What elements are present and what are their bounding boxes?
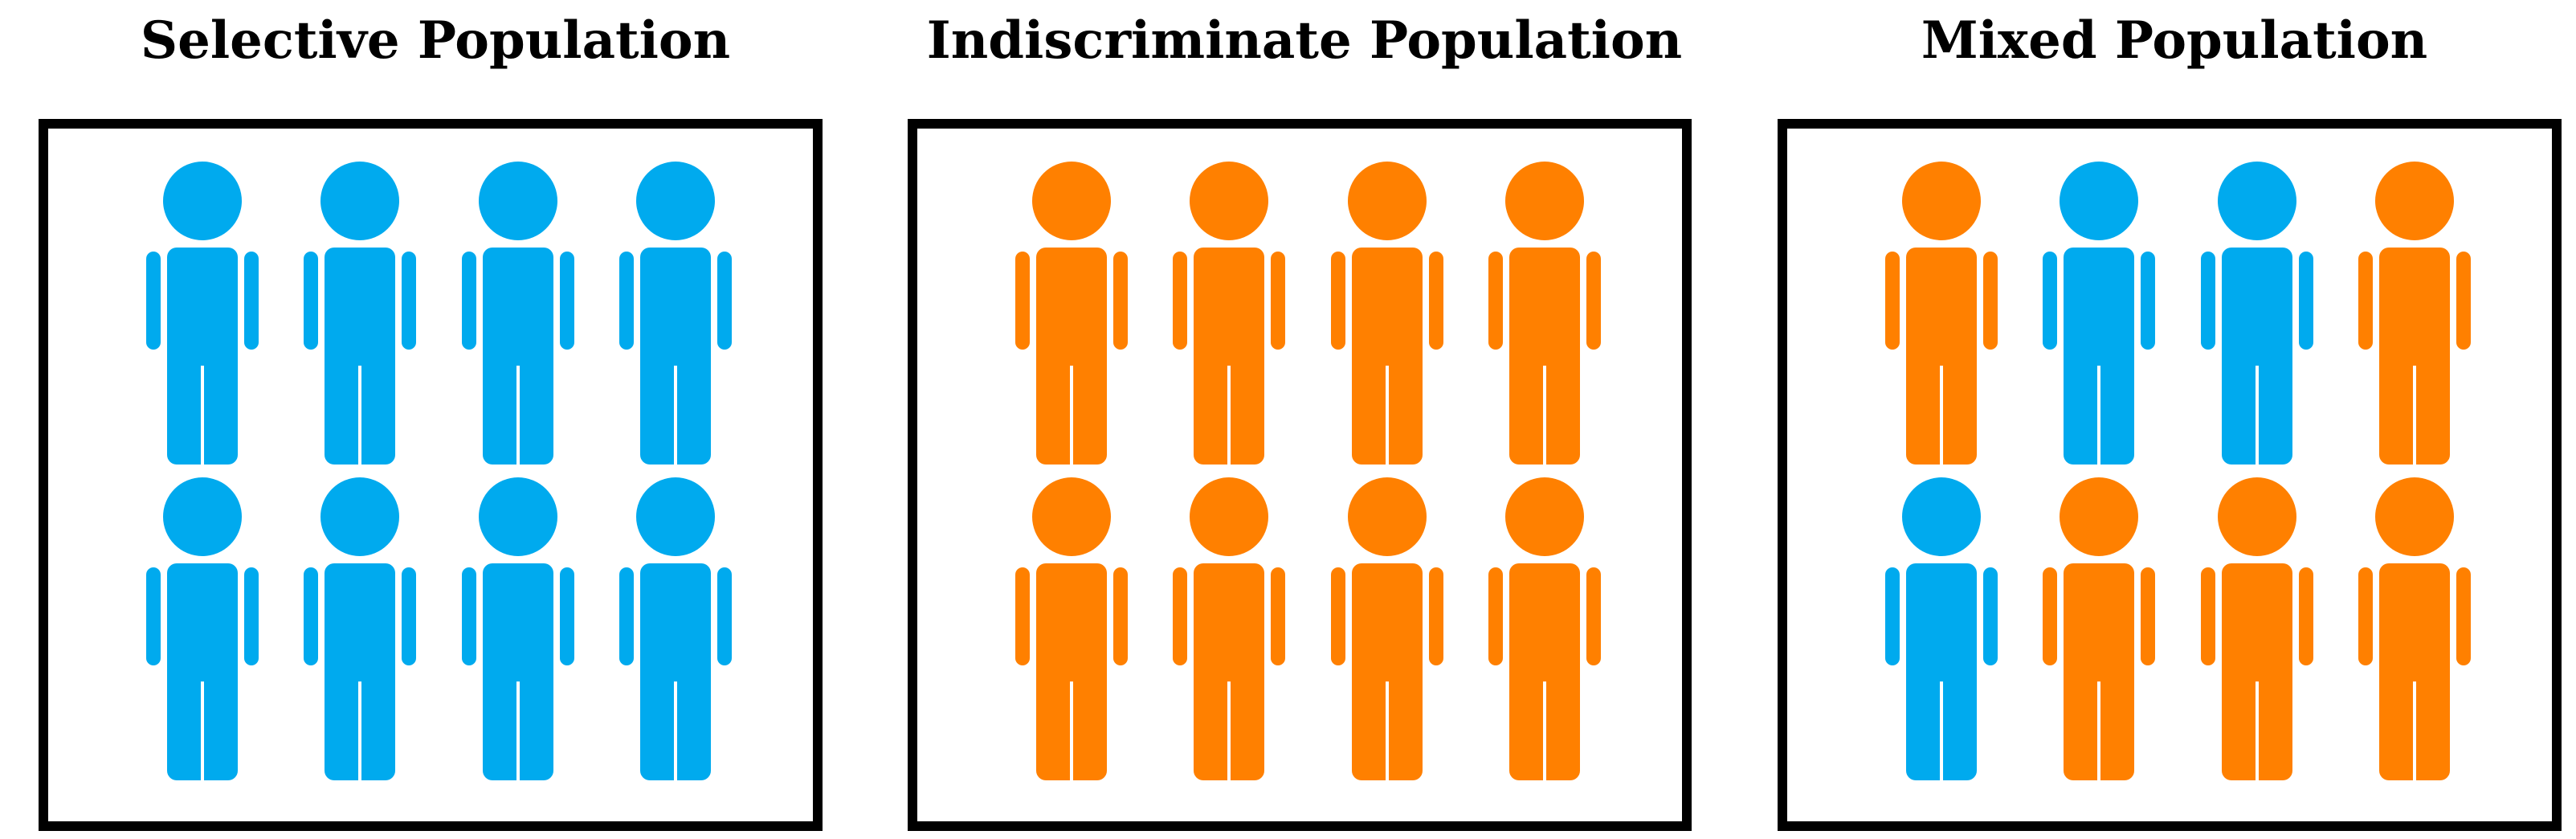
person-icon (146, 162, 259, 466)
panel-box-indiscriminate (908, 119, 1692, 831)
person-icon (2201, 477, 2313, 782)
person-icon (1015, 162, 1128, 466)
person-icon (462, 477, 574, 782)
panel-box-selective (39, 119, 823, 831)
person-figure-indiscriminate (2201, 477, 2313, 782)
person-icon (2358, 477, 2471, 782)
person-figure-selective (146, 477, 259, 782)
panel-title-mixed: Mixed Population (1921, 10, 2428, 71)
person-figure-indiscriminate (2358, 161, 2471, 466)
person-figure-indiscriminate (1331, 477, 1443, 782)
person-icon (1488, 477, 1601, 782)
person-icon (1015, 477, 1128, 782)
person-icon (1173, 162, 1285, 466)
person-figure-selective (2201, 161, 2313, 466)
person-grid (48, 129, 813, 821)
panel-box-mixed (1778, 119, 2562, 831)
person-figure-indiscriminate (1488, 477, 1601, 782)
person-figure-indiscriminate (1488, 161, 1601, 466)
person-figure-selective (619, 477, 732, 782)
person-icon (304, 477, 416, 782)
person-figure-indiscriminate (1885, 161, 1998, 466)
person-icon (1331, 477, 1443, 782)
person-figure-selective (304, 477, 416, 782)
person-icon (2201, 162, 2313, 466)
person-grid (917, 129, 1682, 821)
person-icon (2043, 162, 2155, 466)
person-icon (146, 477, 259, 782)
person-figure-selective (1885, 477, 1998, 782)
person-figure-selective (462, 477, 574, 782)
person-figure-indiscriminate (2043, 477, 2155, 782)
person-icon (1885, 162, 1998, 466)
person-icon (619, 477, 732, 782)
person-figure-indiscriminate (2358, 477, 2471, 782)
person-figure-selective (619, 161, 732, 466)
person-icon (304, 162, 416, 466)
person-figure-indiscriminate (1173, 161, 1285, 466)
person-icon (1173, 477, 1285, 782)
person-icon (1885, 477, 1998, 782)
person-figure-indiscriminate (1015, 477, 1128, 782)
person-figure-indiscriminate (1015, 161, 1128, 466)
person-figure-indiscriminate (1173, 477, 1285, 782)
person-figure-selective (2043, 161, 2155, 466)
person-icon (619, 162, 732, 466)
person-icon (2358, 162, 2471, 466)
person-icon (1488, 162, 1601, 466)
person-figure-selective (146, 161, 259, 466)
person-figure-selective (304, 161, 416, 466)
panel-title-indiscriminate: Indiscriminate Population (926, 10, 1683, 71)
panel-title-selective: Selective Population (140, 10, 731, 71)
person-icon (1331, 162, 1443, 466)
person-icon (2043, 477, 2155, 782)
person-figure-selective (462, 161, 574, 466)
person-figure-indiscriminate (1331, 161, 1443, 466)
person-icon (462, 162, 574, 466)
person-grid (1787, 129, 2552, 821)
